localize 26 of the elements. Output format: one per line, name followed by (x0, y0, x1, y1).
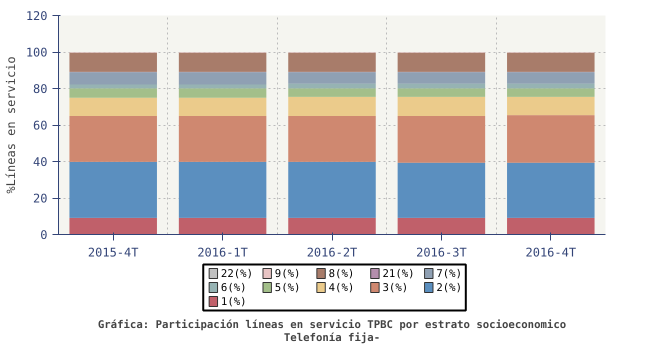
x-tick-label: 2016-3T (416, 246, 467, 260)
legend-label: 8(%) (328, 267, 354, 280)
legend-label: 21(%) (382, 267, 415, 280)
x-tick-label: 2016-1T (197, 246, 248, 260)
y-tick-label: 60 (33, 118, 48, 132)
y-tick-label: 40 (33, 155, 48, 169)
x-tick-label: 2015-4T (88, 246, 138, 260)
text: Telefonía fija- (284, 331, 380, 344)
y-tick-label: 120 (26, 9, 48, 23)
legend-label: 22(%) (220, 267, 253, 280)
legend-label: 4(%) (328, 281, 354, 294)
legend-label: 5(%) (274, 281, 300, 294)
y-tick-label: 20 (33, 192, 48, 206)
y-tick-label: 0 (40, 228, 48, 242)
text: Gráfica: Participación líneas en servicio TPBC por estrato socioeconomico (98, 318, 566, 331)
legend-label: 2(%) (436, 281, 462, 294)
x-tick-label: 2016-2T (306, 246, 358, 260)
y-axis-title: %Líneas en servicio (4, 56, 18, 194)
y-tick-label: 80 (33, 82, 48, 96)
y-tick-label: 100 (26, 46, 48, 60)
legend-label: 1(%) (220, 295, 247, 308)
legend-label: 9(%) (274, 267, 300, 280)
legend-label: 7(%) (436, 267, 462, 280)
x-tick-label: 2016-4T (526, 246, 576, 260)
legend-label: 6(%) (220, 281, 247, 294)
legend-label: 3(%) (382, 281, 408, 294)
